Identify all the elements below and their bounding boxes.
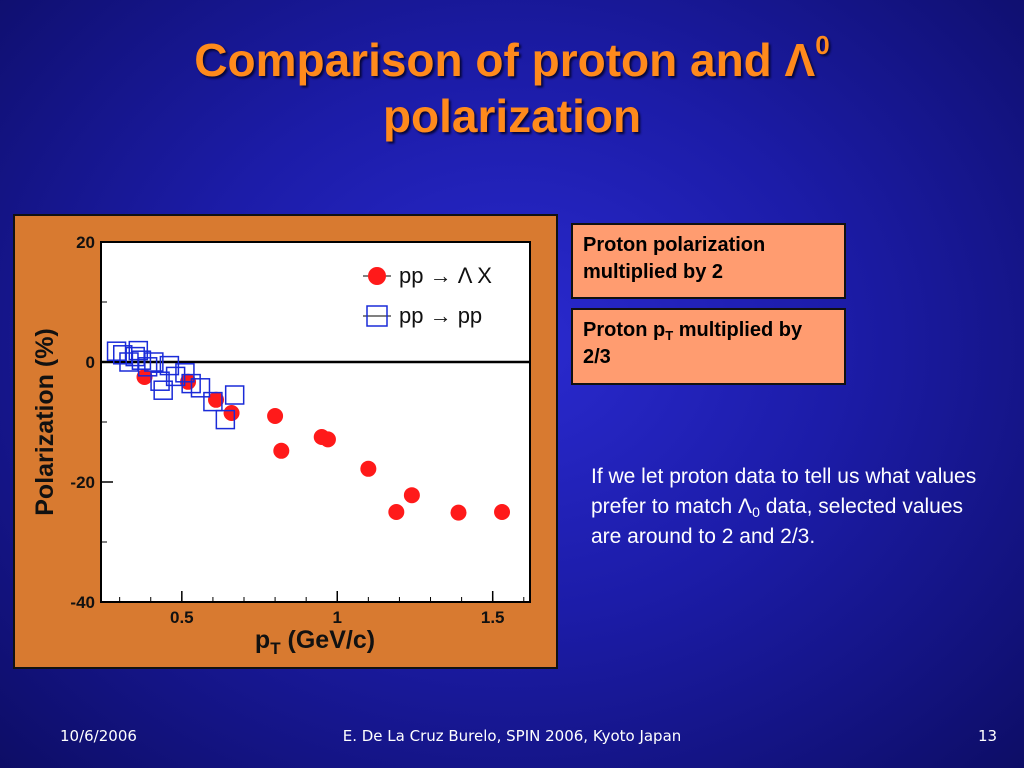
x-tick-label: 0.5 [170,608,194,627]
explanation-text: If we let proton data to tell us what va… [591,462,991,552]
note2-text-a: Proton p [583,319,666,341]
explain-text-b: data, selected values are around to 2 an… [591,495,964,548]
legend-marker-proton [366,305,388,327]
note-proton-pt: Proton pT multiplied by 2/3 [571,308,846,385]
y-tick-label: 0 [86,353,95,372]
footer-date: 10/6/2006 [60,727,137,745]
y-tick-label: -40 [70,593,95,612]
x-axis-label-main: p [255,626,270,654]
data-point-proton [190,378,211,398]
data-point-proton [224,385,245,405]
x-tick-label: 1 [333,608,342,627]
data-point-lambda [403,487,420,504]
title-superscript: 0 [815,30,830,60]
y-tick-label: 20 [76,233,95,252]
data-point-lambda [208,391,225,408]
data-point-proton [137,357,158,377]
data-point-lambda [223,405,240,421]
data-point-lambda [273,442,290,459]
data-point-lambda [267,408,284,424]
data-point-proton [203,391,223,412]
title-line2: polarization [382,90,642,142]
legend-marker-lambda [368,267,386,285]
note1-text: Proton polarization multiplied by 2 [583,234,766,283]
polarization-chart: 0.5 1 1.5 -40 -20 0 20 pp → Λ X pp → pp Polariz… [31,233,531,658]
x-tick-label: 1.5 [481,608,505,627]
chart-frame: 0.5 1 1.5 -40 -20 0 20 pp → Λ X pp → pp Polariz… [13,214,558,669]
x-axis-label-sub: T [270,639,281,658]
explain-text-a: If we let proton data to tell us what va… [591,465,977,518]
data-point-lambda [136,369,153,385]
note-proton-polarization: Proton polarization multiplied by 2 [571,223,846,299]
footer-credit: E. De La Cruz Burelo, SPIN 2006, Kyoto J… [342,727,682,745]
data-point-lambda [360,460,377,477]
x-axis-label-unit: (GeV/c) [281,626,375,654]
data-point-lambda [388,504,405,520]
x-axis-label: pT (GeV/c) [255,626,375,658]
data-point-proton [215,409,236,430]
legend-entry-label: pp → pp [399,303,482,328]
y-axis-label: Polarization (%) [31,328,59,516]
data-point-proton [144,352,164,372]
plot-area [100,241,531,603]
note2-text-b: multiplied by 2/3 [583,319,803,368]
data-point-proton [153,380,173,400]
data-point-proton [159,355,180,376]
data-point-lambda [450,504,467,521]
note2-subscript: T [665,328,674,343]
explain-subscript: 0 [752,504,760,520]
slide-title: Comparison of proton and Λ0 polarization [0,32,1024,144]
data-point-proton [175,363,195,383]
title-line1: Comparison of proton and Λ [194,34,816,86]
data-point-lambda [494,504,511,520]
legend-entry-label: pp → Λ X [399,263,492,288]
data-point-proton [131,350,152,370]
footer-page-number: 13 [978,727,998,745]
data-point-lambda [319,431,336,448]
y-tick-label: -20 [70,473,95,492]
